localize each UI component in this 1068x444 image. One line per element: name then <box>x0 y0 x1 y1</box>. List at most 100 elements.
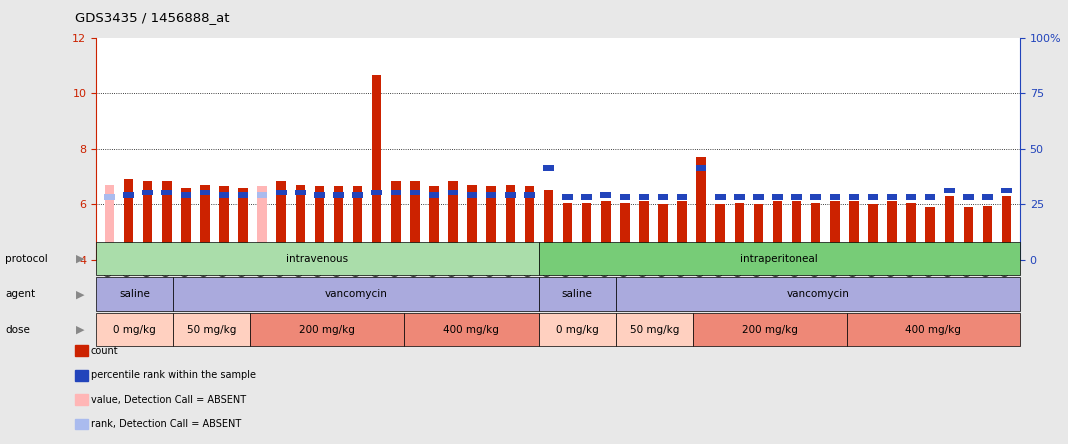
Bar <box>447 190 458 195</box>
Bar <box>677 194 688 200</box>
Bar <box>735 203 744 260</box>
Bar <box>200 190 210 195</box>
Bar <box>162 181 172 260</box>
Text: 0 mg/kg: 0 mg/kg <box>556 325 599 335</box>
Bar <box>486 192 497 198</box>
Bar <box>619 194 630 200</box>
Bar <box>983 194 993 200</box>
Bar <box>582 203 592 260</box>
Bar <box>849 202 859 260</box>
Bar <box>142 190 153 195</box>
Bar <box>544 166 553 171</box>
Bar <box>753 194 764 200</box>
Bar <box>791 194 802 200</box>
Bar <box>639 194 649 200</box>
Text: rank, Detection Call = ABSENT: rank, Detection Call = ABSENT <box>91 419 241 429</box>
Bar <box>1002 188 1011 193</box>
Bar <box>123 192 134 198</box>
Bar <box>257 192 267 198</box>
Bar <box>886 194 897 200</box>
Bar <box>277 181 286 260</box>
Bar <box>410 190 420 195</box>
Bar <box>467 192 477 198</box>
Bar <box>352 192 363 198</box>
Bar <box>124 179 134 260</box>
Text: intraperitoneal: intraperitoneal <box>740 254 818 264</box>
Bar <box>944 188 955 193</box>
Bar <box>105 194 114 200</box>
Text: 200 mg/kg: 200 mg/kg <box>742 325 798 335</box>
Bar <box>505 185 515 260</box>
Bar <box>105 185 114 260</box>
Bar <box>315 186 325 260</box>
Bar <box>161 190 172 195</box>
Bar <box>372 190 382 195</box>
Bar <box>983 206 992 260</box>
Bar <box>811 194 821 200</box>
Text: dose: dose <box>5 325 30 335</box>
Bar <box>505 192 516 198</box>
Text: 50 mg/kg: 50 mg/kg <box>629 325 679 335</box>
Bar <box>830 202 839 260</box>
Bar <box>621 203 630 260</box>
Bar <box>658 204 668 260</box>
Bar <box>314 192 325 198</box>
Bar <box>429 186 439 260</box>
Text: saline: saline <box>120 289 150 299</box>
Bar <box>581 194 592 200</box>
Bar <box>849 194 859 200</box>
Bar <box>963 207 973 260</box>
Bar <box>391 190 402 195</box>
Bar <box>219 192 230 198</box>
Bar <box>449 181 458 260</box>
Text: intravenous: intravenous <box>286 254 348 264</box>
Text: agent: agent <box>5 289 35 299</box>
Bar <box>428 192 439 198</box>
Bar <box>963 194 974 200</box>
Text: GDS3435 / 1456888_at: GDS3435 / 1456888_at <box>75 12 230 24</box>
Bar <box>238 188 248 260</box>
Bar <box>276 190 286 195</box>
Bar <box>925 194 936 200</box>
Bar <box>677 202 687 260</box>
Bar <box>600 192 611 198</box>
Text: ▶: ▶ <box>76 254 84 264</box>
Bar <box>352 186 362 260</box>
Bar <box>143 181 153 260</box>
Bar <box>658 194 669 200</box>
Bar <box>333 192 344 198</box>
Bar <box>944 196 954 260</box>
Bar <box>830 194 841 200</box>
Bar <box>486 186 496 260</box>
Bar <box>200 185 209 260</box>
Text: vancomycin: vancomycin <box>786 289 849 299</box>
Bar <box>257 186 267 260</box>
Bar <box>238 192 249 198</box>
Text: 400 mg/kg: 400 mg/kg <box>443 325 500 335</box>
Text: value, Detection Call = ABSENT: value, Detection Call = ABSENT <box>91 395 246 404</box>
Bar <box>219 186 229 260</box>
Bar <box>811 203 820 260</box>
Bar <box>734 194 744 200</box>
Bar <box>180 192 191 198</box>
Bar <box>772 194 783 200</box>
Text: 0 mg/kg: 0 mg/kg <box>113 325 156 335</box>
Bar <box>391 181 400 260</box>
Text: ▶: ▶ <box>76 289 84 299</box>
Bar <box>563 203 572 260</box>
Bar <box>524 186 534 260</box>
Bar <box>524 192 535 198</box>
Text: ▶: ▶ <box>76 325 84 335</box>
Bar <box>295 190 305 195</box>
Bar <box>888 202 897 260</box>
Text: 200 mg/kg: 200 mg/kg <box>299 325 355 335</box>
Text: percentile rank within the sample: percentile rank within the sample <box>91 370 255 380</box>
Text: count: count <box>91 346 119 356</box>
Bar <box>601 202 611 260</box>
Bar <box>639 202 648 260</box>
Bar <box>544 190 553 260</box>
Bar <box>410 181 420 260</box>
Bar <box>926 207 934 260</box>
Bar <box>754 204 764 260</box>
Bar <box>868 204 878 260</box>
